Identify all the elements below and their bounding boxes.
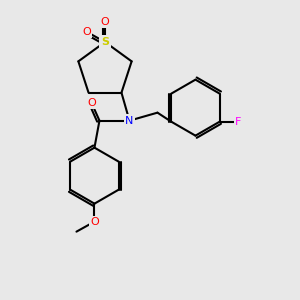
Text: N: N [125,116,134,126]
Text: O: O [90,217,99,227]
Text: F: F [235,117,241,127]
Text: O: O [87,98,96,108]
Text: O: O [100,17,109,27]
Text: S: S [101,37,109,47]
Text: O: O [82,27,91,37]
